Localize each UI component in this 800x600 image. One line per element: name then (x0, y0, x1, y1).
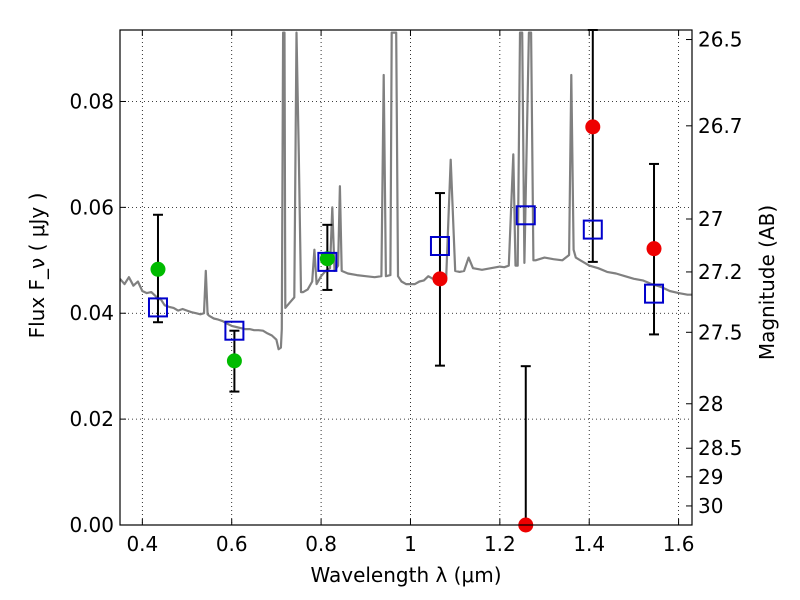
y-axis-right-label: Magnitude (AB) (755, 205, 779, 360)
green-data-point (226, 353, 242, 369)
model-square-point (429, 236, 450, 256)
y-tick-label: 0.08 (69, 89, 114, 113)
x-tick-label: 1.2 (484, 532, 516, 556)
right-tick-label: 27.2 (698, 260, 743, 284)
red-data-point (646, 241, 662, 257)
y-tick-label: 0.04 (69, 301, 114, 325)
right-tick-label: 26.5 (698, 28, 743, 52)
plot-frame (119, 29, 693, 526)
green-data-point (319, 251, 335, 267)
x-tick-label: 0.6 (216, 532, 248, 556)
x-tick-label: 1 (404, 532, 417, 556)
right-tick-label: 30 (698, 494, 723, 518)
model-square-point (224, 320, 245, 341)
y-axis-label: Flux F_ν ( μJy ) (25, 193, 49, 339)
y-tick-label: 0.06 (69, 195, 114, 219)
right-tick-label: 27.5 (698, 320, 743, 344)
model-square-point (317, 251, 338, 272)
right-tick-label: 26.7 (698, 114, 743, 138)
model-square-point (147, 297, 168, 318)
model-square-point (644, 283, 665, 304)
x-tick-label: 0.4 (126, 532, 158, 556)
model-square-point (582, 219, 603, 240)
errorbar-layer (152, 29, 660, 525)
point-layer (147, 119, 665, 533)
right-tick-label: 27 (698, 207, 723, 231)
right-tick-label: 28 (698, 392, 723, 416)
model-square-point (515, 205, 536, 226)
x-tick-label: 1.4 (573, 532, 605, 556)
x-tick-label: 0.8 (305, 532, 337, 556)
green-data-point (150, 261, 166, 277)
template-layer (120, 31, 692, 351)
right-tick-label: 29 (698, 465, 723, 489)
template-spectrum-line (120, 31, 692, 351)
red-data-point (585, 119, 601, 135)
x-tick-label: 1.6 (663, 532, 695, 556)
red-data-point (432, 271, 448, 287)
right-tick-label: 28.5 (698, 436, 743, 460)
x-axis-label: Wavelength λ (μm) (310, 563, 501, 587)
y-tick-label: 0.00 (69, 513, 114, 537)
tick-layer: 0.4 0.6 0.8 1 1.2 1.4 1.6 0.00 0.02 0.04 0.06 0.08 2… (69, 28, 742, 556)
y-tick-label: 0.02 (69, 407, 114, 431)
